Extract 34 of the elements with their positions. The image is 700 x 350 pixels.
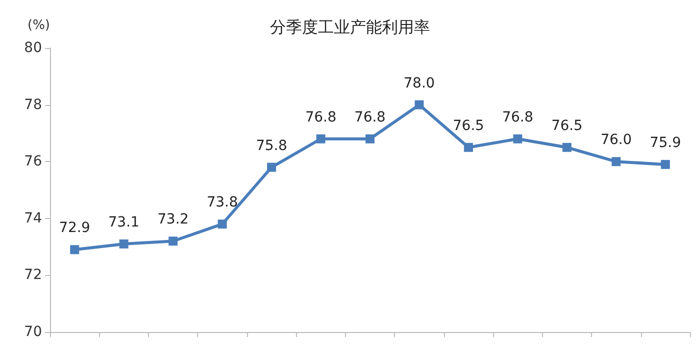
y-tick-label: 78 [24,96,42,113]
y-axis-title: (%) [28,18,50,33]
data-label: 75.8 [256,138,288,154]
point [70,245,80,254]
data-label: 76.8 [305,109,336,126]
y-tick-label: 74 [24,210,42,226]
data-label: 76.8 [502,109,534,126]
data-label: 76.5 [452,118,484,134]
point [366,134,374,144]
point [168,236,178,246]
data-label: 73.2 [157,212,189,228]
point [464,142,473,152]
point [612,157,621,166]
point [660,160,670,169]
point [267,162,276,172]
y-tick-label: 70 [24,324,42,340]
data-label: 76.5 [551,118,583,134]
point [218,220,227,229]
y-tick-label: 80 [24,40,42,56]
point [316,134,326,144]
data-label: 73.8 [206,194,238,211]
chart-title: 分季度工业产能利用率 [270,18,430,36]
data-label: 75.9 [650,134,681,151]
point [414,100,424,110]
data-label: 72.9 [59,220,90,236]
y-tick-label: 72 [24,267,42,284]
y-tick-label: 76 [24,154,42,170]
data-label: 78.0 [404,75,435,92]
data-label: 76.8 [354,109,386,126]
point [119,239,128,248]
data-label: 76.0 [600,132,632,148]
data-label: 73.1 [108,214,140,230]
point [562,142,572,152]
point [513,134,522,144]
